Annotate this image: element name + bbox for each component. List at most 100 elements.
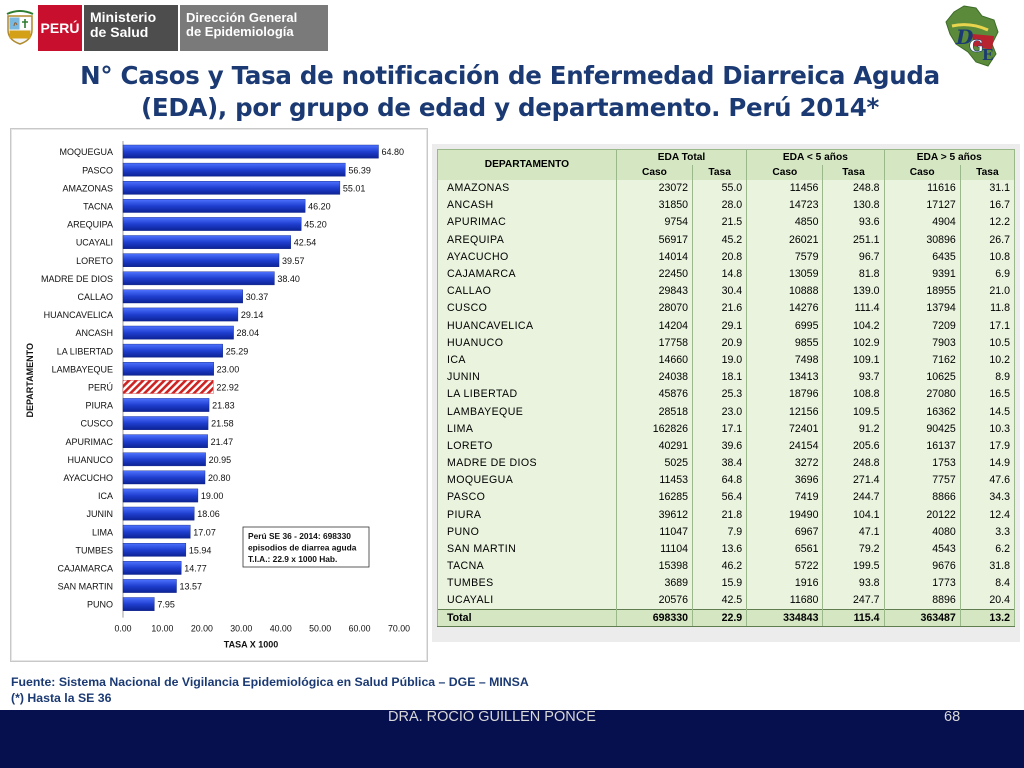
header-departamento: DEPARTAMENTO xyxy=(437,149,617,180)
cell-caso: 28070 xyxy=(615,299,694,317)
cell-caso: 7903 xyxy=(883,334,961,352)
bar xyxy=(122,343,223,358)
data-label: 21.83 xyxy=(212,401,235,411)
cell-tasa: 47.6 xyxy=(959,471,1016,489)
cell-tasa: 26.7 xyxy=(959,231,1016,249)
cell-caso: 4850 xyxy=(746,213,824,232)
cell-departamento: MADRE DE DIOS xyxy=(437,454,617,472)
cell-departamento: ICA xyxy=(437,351,617,369)
cell-tasa: 47.1 xyxy=(822,523,885,541)
slide-title: N° Casos y Tasa de notificación de Enfer… xyxy=(40,60,980,124)
cell-tasa: 13.2 xyxy=(959,608,1016,627)
bar xyxy=(122,452,206,467)
cell-caso: 19490 xyxy=(746,506,824,524)
table-row: PASCO 16285 56.4 7419 244.7 8866 34.3 xyxy=(437,488,1016,507)
cell-caso: 40291 xyxy=(615,437,694,455)
cell-caso: 90425 xyxy=(883,420,961,438)
cell-caso: 7419 xyxy=(746,488,824,507)
cell-tasa: 31.1 xyxy=(959,179,1016,197)
data-label: 30.37 xyxy=(246,292,269,302)
bar xyxy=(122,488,199,503)
bar xyxy=(122,543,187,557)
data-label: 23.00 xyxy=(217,364,240,374)
cell-caso: 8866 xyxy=(883,488,961,507)
cell-departamento: PUNO xyxy=(437,523,617,541)
cell-caso: 45876 xyxy=(615,385,694,403)
cell-caso: 56917 xyxy=(615,231,694,249)
cell-caso: 4080 xyxy=(883,523,961,541)
cell-caso: 13059 xyxy=(746,265,824,283)
x-tick-label: 40.00 xyxy=(270,624,292,634)
table-row: LIMA 162826 17.1 72401 91.2 90425 10.3 xyxy=(437,420,1016,438)
table-row: UCAYALI 20576 42.5 11680 247.7 8896 20.4 xyxy=(437,592,1016,610)
cell-tasa: 109.1 xyxy=(822,351,885,369)
cell-caso: 4543 xyxy=(883,540,961,558)
direccion-brand: Dirección General de Epidemiología xyxy=(178,5,328,51)
category-label: CUSCO xyxy=(80,419,113,429)
cell-caso: 7579 xyxy=(746,248,824,266)
cell-departamento: AREQUIPA xyxy=(437,231,617,249)
subheader-tasa: Tasa xyxy=(822,164,885,180)
cell-tasa: 6.9 xyxy=(959,265,1016,283)
cell-caso: 17127 xyxy=(883,196,961,214)
cell-caso: 30896 xyxy=(883,231,961,249)
bar xyxy=(122,579,177,593)
slide-number: 68 xyxy=(944,709,961,725)
cell-caso: 1753 xyxy=(883,454,961,472)
data-label: 45.20 xyxy=(304,220,327,230)
x-axis-title: TASA X 1000 xyxy=(224,640,279,650)
cell-tasa: 6.2 xyxy=(959,540,1016,558)
table-row: JUNIN 24038 18.1 13413 93.7 10625 8.9 xyxy=(437,368,1016,386)
category-label: PUNO xyxy=(87,600,113,610)
cell-tasa: 21.0 xyxy=(959,282,1016,300)
cell-departamento: UCAYALI xyxy=(437,592,617,610)
cell-caso: 14723 xyxy=(746,196,824,214)
cell-departamento: LIMA xyxy=(437,420,617,438)
table-row: HUANUCO 17758 20.9 9855 102.9 7903 10.5 xyxy=(437,334,1016,352)
cell-caso: 14660 xyxy=(615,351,694,369)
category-label: LAMBAYEQUE xyxy=(52,364,113,374)
cell-departamento: CALLAO xyxy=(437,282,617,300)
data-label: 21.47 xyxy=(211,437,234,447)
data-label: 15.94 xyxy=(189,545,212,555)
cell-caso: 6435 xyxy=(883,248,961,266)
data-table-panel: DEPARTAMENTO EDA Total EDA < 5 años EDA … xyxy=(432,144,1020,642)
table-subheader-row: Caso Tasa Caso Tasa Caso Tasa xyxy=(438,164,1016,180)
cell-caso: 334843 xyxy=(746,608,824,627)
cell-caso: 72401 xyxy=(746,420,824,438)
bar xyxy=(122,235,291,249)
cell-departamento: AYACUCHO xyxy=(437,248,617,266)
cell-tasa: 109.5 xyxy=(822,402,885,421)
cell-caso: 18796 xyxy=(746,385,824,403)
data-label: 56.39 xyxy=(348,165,371,175)
cell-caso: 9391 xyxy=(883,265,961,283)
cell-tasa: 31.8 xyxy=(959,557,1016,575)
table-row: CUSCO 28070 21.6 14276 111.4 13794 11.8 xyxy=(437,299,1016,317)
category-label: PERÚ xyxy=(88,383,113,393)
cell-caso: 16137 xyxy=(883,437,961,455)
cell-caso: 20122 xyxy=(883,506,961,524)
category-label: SAN MARTIN xyxy=(58,582,113,592)
cell-caso: 14204 xyxy=(615,317,694,335)
cell-tasa: 93.6 xyxy=(822,213,885,232)
cell-tasa: 271.4 xyxy=(822,471,885,489)
x-tick-label: 20.00 xyxy=(191,624,213,634)
category-label: CALLAO xyxy=(77,292,113,302)
annotation-line: T.I.A.: 22.9 x 1000 Hab. xyxy=(248,554,337,564)
cell-departamento: CUSCO xyxy=(437,299,617,317)
bar xyxy=(122,181,341,195)
category-label: PASCO xyxy=(82,165,113,175)
cell-caso: 24154 xyxy=(746,437,824,455)
cell-tasa: 12.4 xyxy=(959,506,1016,524)
cell-tasa: 20.8 xyxy=(692,248,748,266)
data-label: 18.06 xyxy=(197,509,220,519)
category-label: ANCASH xyxy=(75,328,113,338)
cell-caso: 3696 xyxy=(746,471,824,489)
cell-caso: 16362 xyxy=(883,402,961,421)
cell-tasa: 8.4 xyxy=(959,574,1016,592)
data-label: 38.40 xyxy=(277,274,300,284)
cell-caso: 11104 xyxy=(615,540,694,558)
footer-bar: DRA. ROCIO GUILLEN PONCE 68 xyxy=(0,709,1024,768)
category-label: ICA xyxy=(98,491,113,501)
cell-tasa: 13.6 xyxy=(692,540,748,558)
